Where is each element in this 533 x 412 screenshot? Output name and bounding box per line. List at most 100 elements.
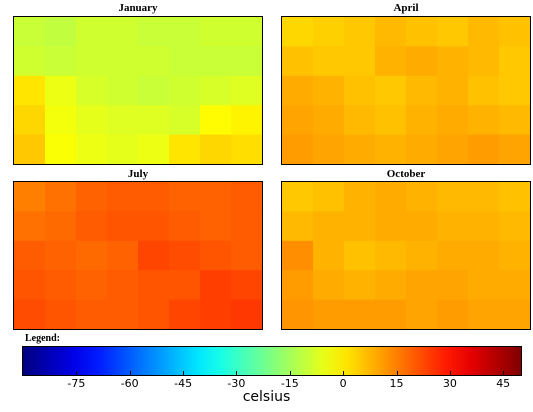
heatmap-cell	[200, 75, 232, 106]
heatmap-cell	[138, 17, 170, 47]
colorbar-unit-label: celsius	[242, 389, 291, 405]
heatmap-cell	[437, 75, 469, 106]
heatmap-cell	[14, 299, 46, 329]
heatmap-cell	[499, 75, 530, 106]
heatmap-cell	[313, 46, 345, 77]
heatmap-cell	[406, 17, 438, 47]
heatmap-cell	[499, 46, 530, 77]
heatmap-cell	[45, 105, 77, 136]
heatmap-cell	[169, 17, 201, 47]
heatmap-cell	[499, 17, 530, 47]
heatmap-cell	[107, 270, 139, 301]
heatmap-cell	[200, 134, 232, 164]
heatmap-cell	[344, 299, 376, 329]
heatmap-cell	[169, 105, 201, 136]
heatmap-cell	[468, 105, 500, 136]
heatmap-cell	[468, 182, 500, 212]
heatmap-cell	[200, 270, 232, 301]
heatmap-cell	[200, 105, 232, 136]
heatmap-cell	[313, 75, 345, 106]
heatmap-cell	[282, 182, 314, 212]
heatmap-cell	[45, 46, 77, 77]
heatmap-cell	[468, 46, 500, 77]
heatmap-cell	[138, 240, 170, 271]
heatmap-cell	[344, 105, 376, 136]
heatmap-cell	[375, 17, 407, 47]
heatmap-cell	[169, 299, 201, 329]
heatmap-cell	[231, 240, 262, 271]
heatmap-cell	[282, 75, 314, 106]
heatmap-cell	[375, 211, 407, 242]
legend-label: Legend:	[25, 333, 60, 344]
heatmap-july	[13, 181, 263, 330]
heatmap-cell	[282, 211, 314, 242]
heatmap-cell	[437, 270, 469, 301]
heatmap-cell	[468, 134, 500, 164]
heatmap-cell	[200, 211, 232, 242]
heatmap-cell	[468, 75, 500, 106]
heatmap-cell	[107, 182, 139, 212]
heatmap-cell	[45, 17, 77, 47]
heatmap-cell	[406, 240, 438, 271]
heatmap-cell	[169, 211, 201, 242]
heatmap-cell	[107, 17, 139, 47]
heatmap-cell	[437, 105, 469, 136]
heatmap-cell	[200, 182, 232, 212]
heatmap-cell	[231, 211, 262, 242]
heatmap-cell	[282, 105, 314, 136]
heatmap-cell	[169, 270, 201, 301]
heatmap-cell	[344, 211, 376, 242]
heatmap-cell	[107, 105, 139, 136]
heatmap-cell	[76, 240, 108, 271]
heatmap-cell	[406, 299, 438, 329]
heatmap-cell	[231, 75, 262, 106]
heatmap-cell	[76, 75, 108, 106]
heatmap-cell	[375, 240, 407, 271]
heatmap-cell	[14, 105, 46, 136]
heatmap-cell	[499, 134, 530, 164]
heatmap-cell	[231, 105, 262, 136]
heatmap-cell	[437, 299, 469, 329]
heatmap-cell	[107, 75, 139, 106]
heatmap-cell	[344, 75, 376, 106]
panel-title-january: January	[118, 2, 158, 14]
heatmap-cell	[406, 75, 438, 106]
heatmap-cell	[76, 211, 108, 242]
heatmap-cell	[45, 299, 77, 329]
heatmap-cell	[499, 270, 530, 301]
heatmap-cell	[344, 134, 376, 164]
heatmap-cell	[344, 46, 376, 77]
heatmap-cell	[14, 182, 46, 212]
heatmap-cell	[344, 17, 376, 47]
heatmap-cell	[375, 46, 407, 77]
heatmap-cell	[76, 182, 108, 212]
heatmap-cell	[375, 134, 407, 164]
heatmap-cell	[282, 299, 314, 329]
panel-title-july: July	[127, 168, 149, 180]
heatmap-october-svg	[282, 182, 530, 329]
heatmap-cell	[107, 46, 139, 77]
heatmap-cell	[344, 182, 376, 212]
heatmap-cell	[437, 134, 469, 164]
heatmap-cell	[200, 46, 232, 77]
heatmap-cell	[344, 240, 376, 271]
heatmap-cell	[313, 17, 345, 47]
colorbar-fill	[23, 347, 521, 375]
heatmap-cell	[76, 270, 108, 301]
heatmap-cell	[76, 17, 108, 47]
heatmap-cell	[14, 270, 46, 301]
heatmap-cell	[138, 182, 170, 212]
heatmap-cell	[45, 75, 77, 106]
heatmap-cell	[313, 182, 345, 212]
heatmap-cell	[169, 75, 201, 106]
panel-title-october: October	[386, 168, 426, 180]
heatmap-cell	[406, 182, 438, 212]
heatmap-cell	[138, 211, 170, 242]
heatmap-cell	[406, 134, 438, 164]
heatmap-cell	[499, 299, 530, 329]
heatmap-cell	[437, 46, 469, 77]
heatmap-cell	[375, 182, 407, 212]
heatmap-cell	[231, 46, 262, 77]
heatmap-cell	[468, 240, 500, 271]
heatmap-cell	[107, 299, 139, 329]
